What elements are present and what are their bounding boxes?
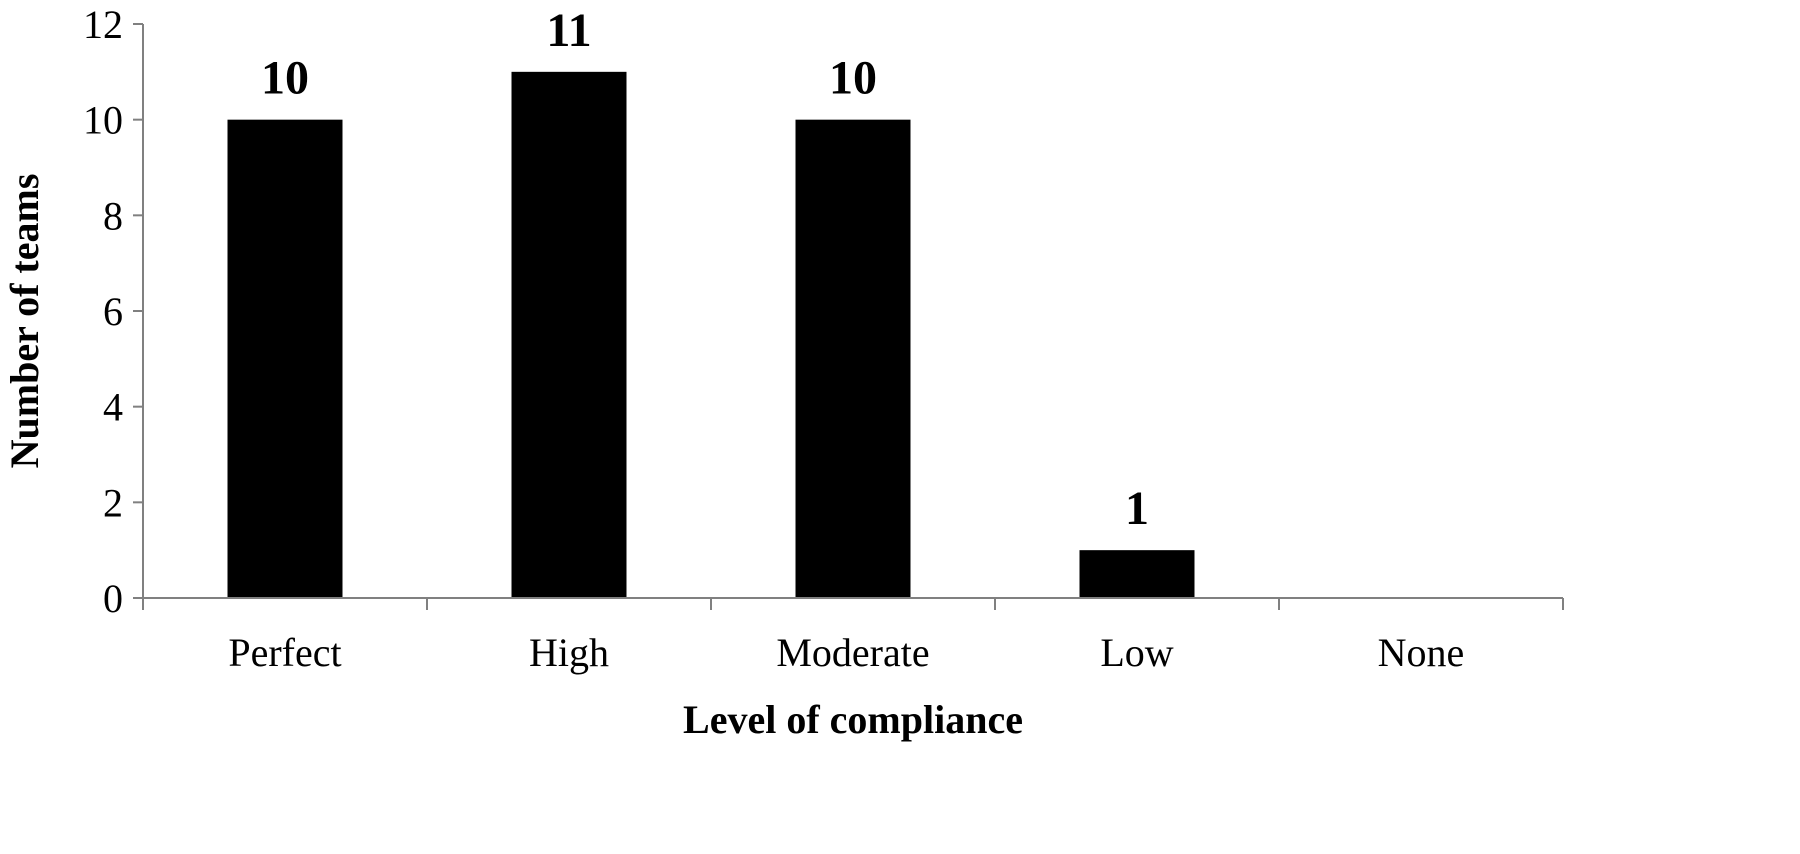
bar-value-label: 11 — [546, 4, 591, 57]
bar — [795, 119, 911, 599]
x-tick-label: High — [529, 630, 609, 675]
y-tick-label: 8 — [103, 193, 123, 238]
x-tick-label: Perfect — [228, 630, 341, 675]
bar — [227, 119, 343, 599]
y-tick-label: 12 — [83, 2, 123, 47]
x-axis-ticks: Perfect High Moderate Low None — [142, 598, 1564, 675]
y-tick-label: 4 — [103, 385, 123, 430]
y-axis-title: Number of teams — [2, 174, 47, 469]
y-axis-ticks: 0 2 4 6 8 10 12 — [83, 2, 143, 621]
bar — [511, 71, 627, 599]
y-tick-label: 2 — [103, 480, 123, 525]
y-tick-label: 0 — [103, 576, 123, 621]
x-axis-title: Level of compliance — [683, 697, 1023, 742]
y-tick-label: 6 — [103, 289, 123, 334]
y-tick-label: 10 — [83, 98, 123, 143]
bar-value-label: 10 — [829, 52, 877, 105]
bar-value-label: 1 — [1125, 482, 1149, 535]
bars — [227, 71, 1195, 599]
x-tick-label: None — [1378, 630, 1465, 675]
x-tick-label: Moderate — [776, 630, 929, 675]
bar — [1079, 550, 1195, 598]
bar-value-label: 10 — [261, 52, 309, 105]
bar-value-labels: 10 11 10 1 — [261, 4, 1149, 535]
x-tick-label: Low — [1100, 630, 1173, 675]
